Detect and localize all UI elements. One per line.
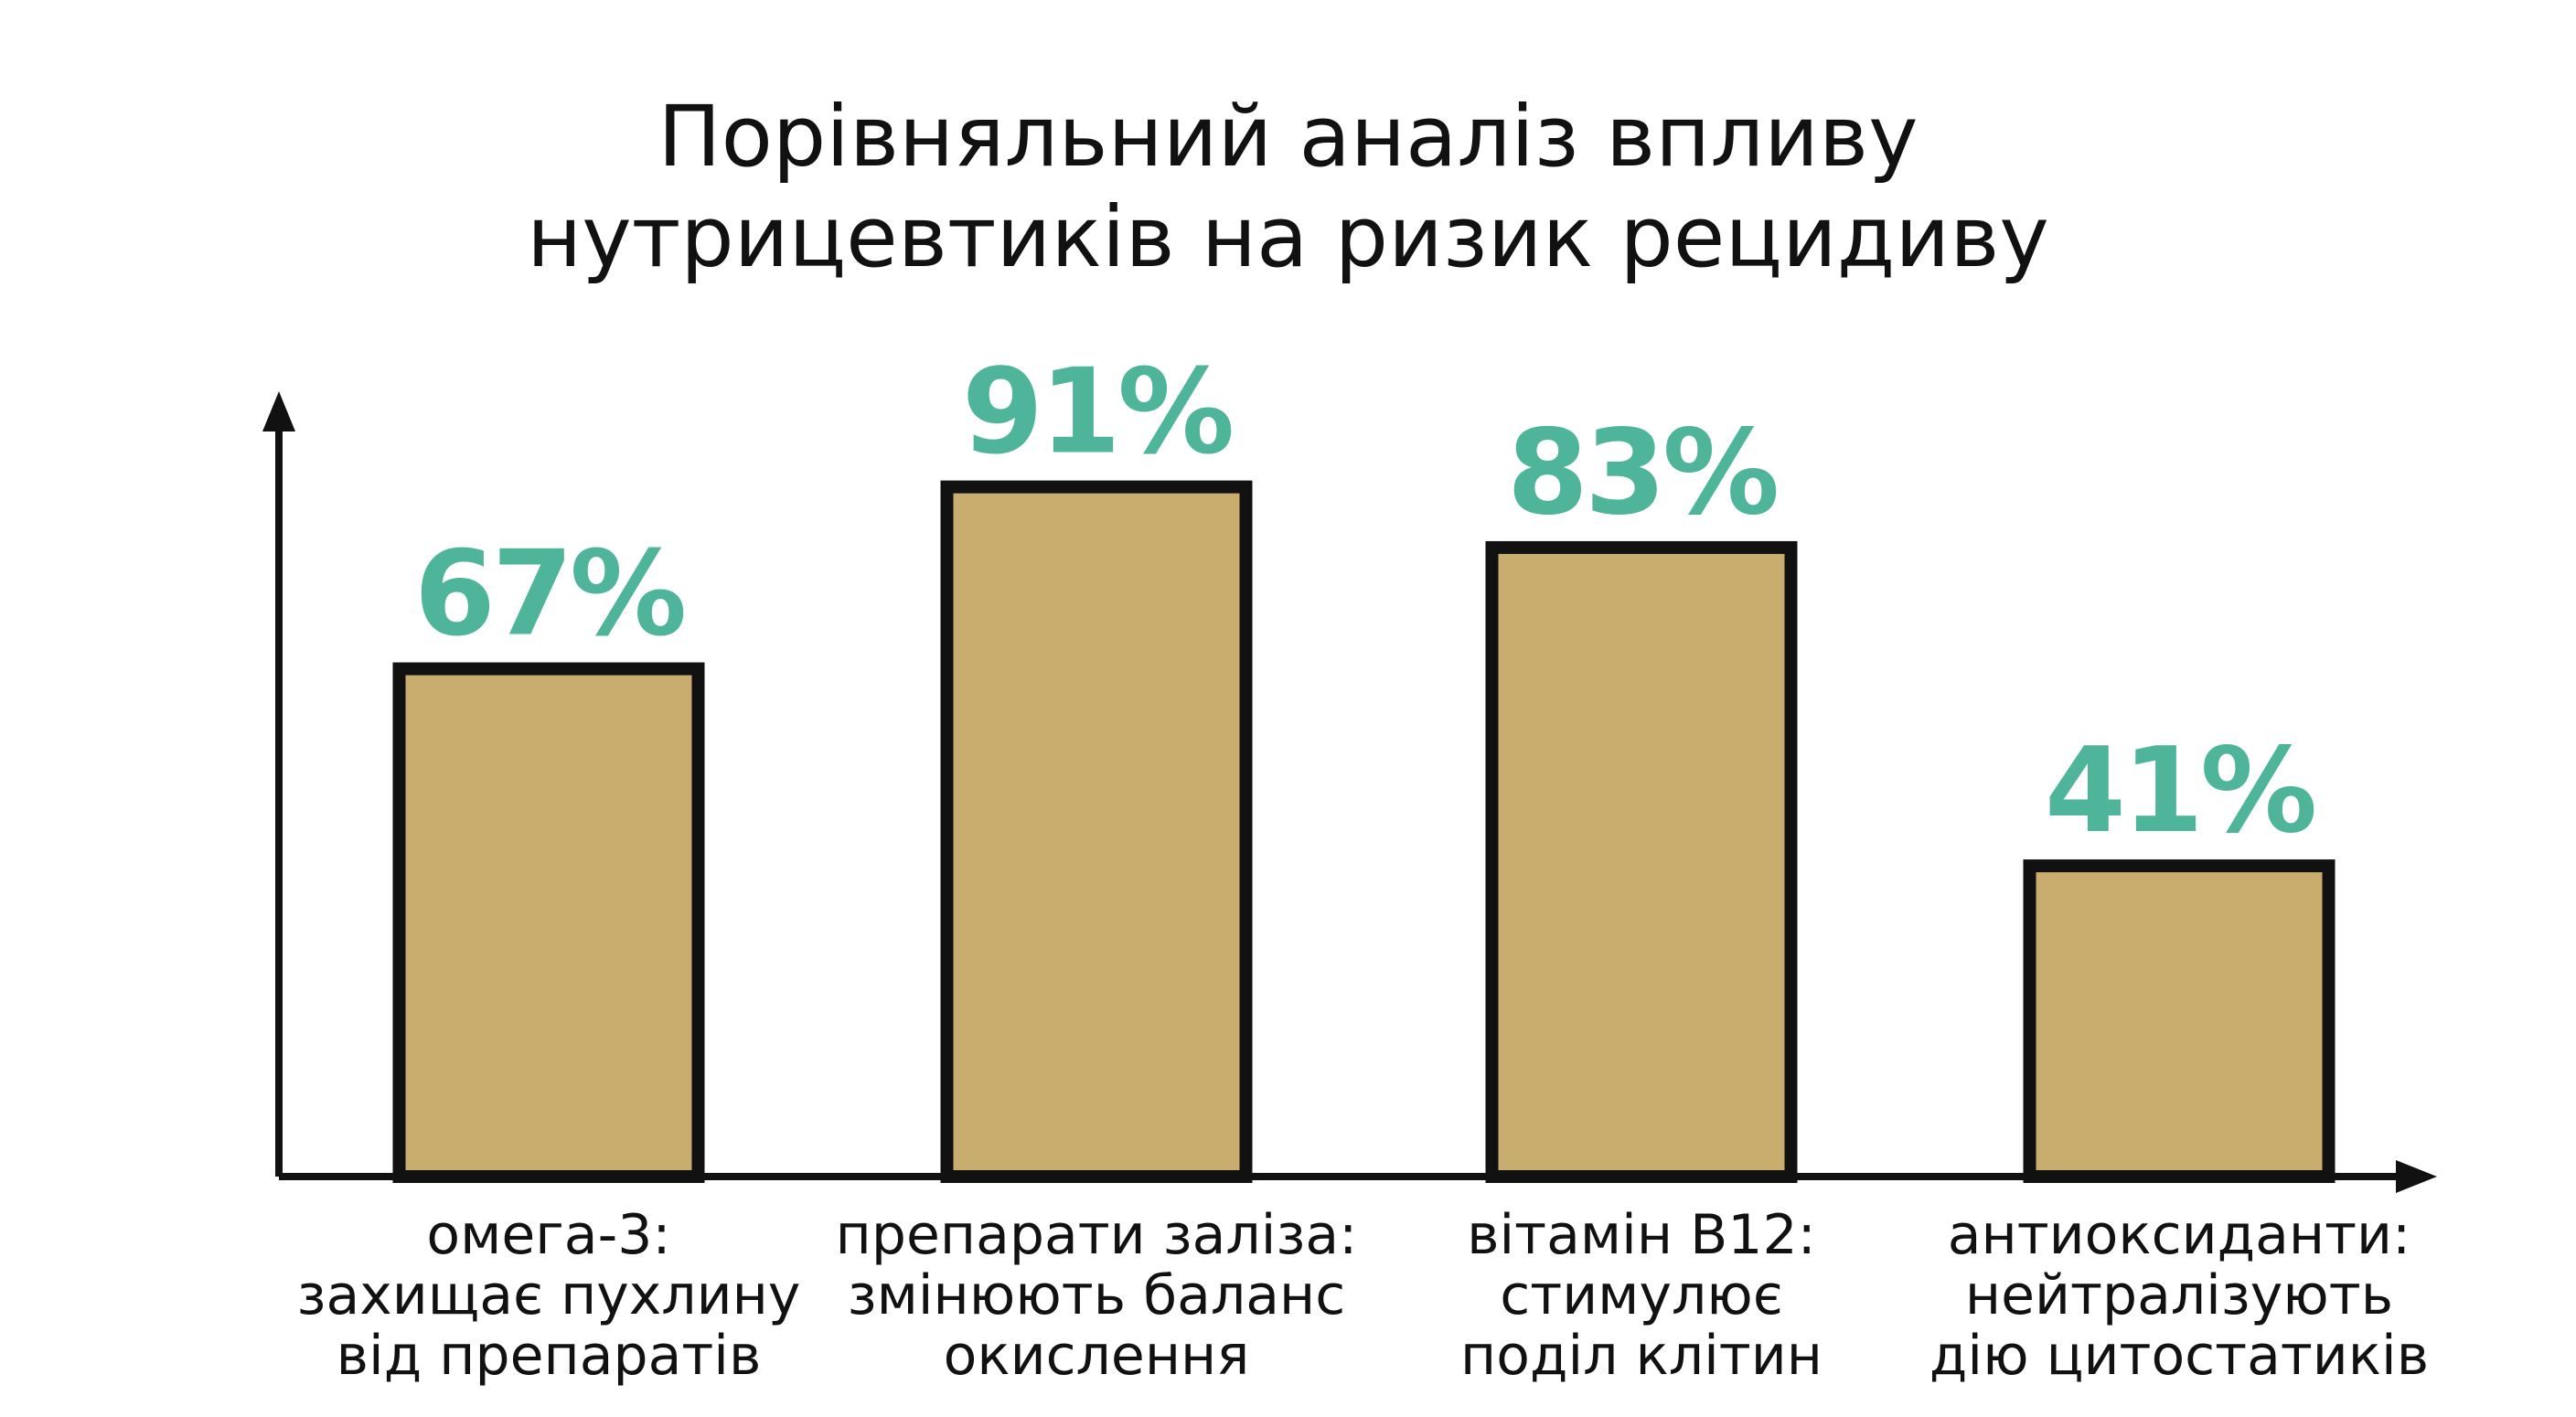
chart-title: Порівняльний аналіз впливу нутрицевтиків… [527,88,2049,286]
value-label: 41% [2045,723,2314,859]
value-label: 67% [414,527,684,663]
x-tick-label: антиоксиданти: нейтралізують дію цитоста… [1929,1203,2430,1388]
bar [2023,859,2336,1183]
x-tick-label: омега-3: захищає пухлину від препаратів [296,1203,801,1388]
bar [1485,540,1798,1183]
bar [392,662,705,1183]
x-axis-arrow [2396,1160,2437,1193]
x-tick-label: препарати заліза: змінюють баланс окисле… [835,1203,1358,1388]
value-label: 83% [1507,405,1777,541]
x-tick-label: вітамін B12: стимулює поділ клітин [1460,1203,1822,1388]
bar [940,480,1253,1183]
y-axis-arrow [262,391,295,431]
value-label: 91% [962,345,1232,481]
